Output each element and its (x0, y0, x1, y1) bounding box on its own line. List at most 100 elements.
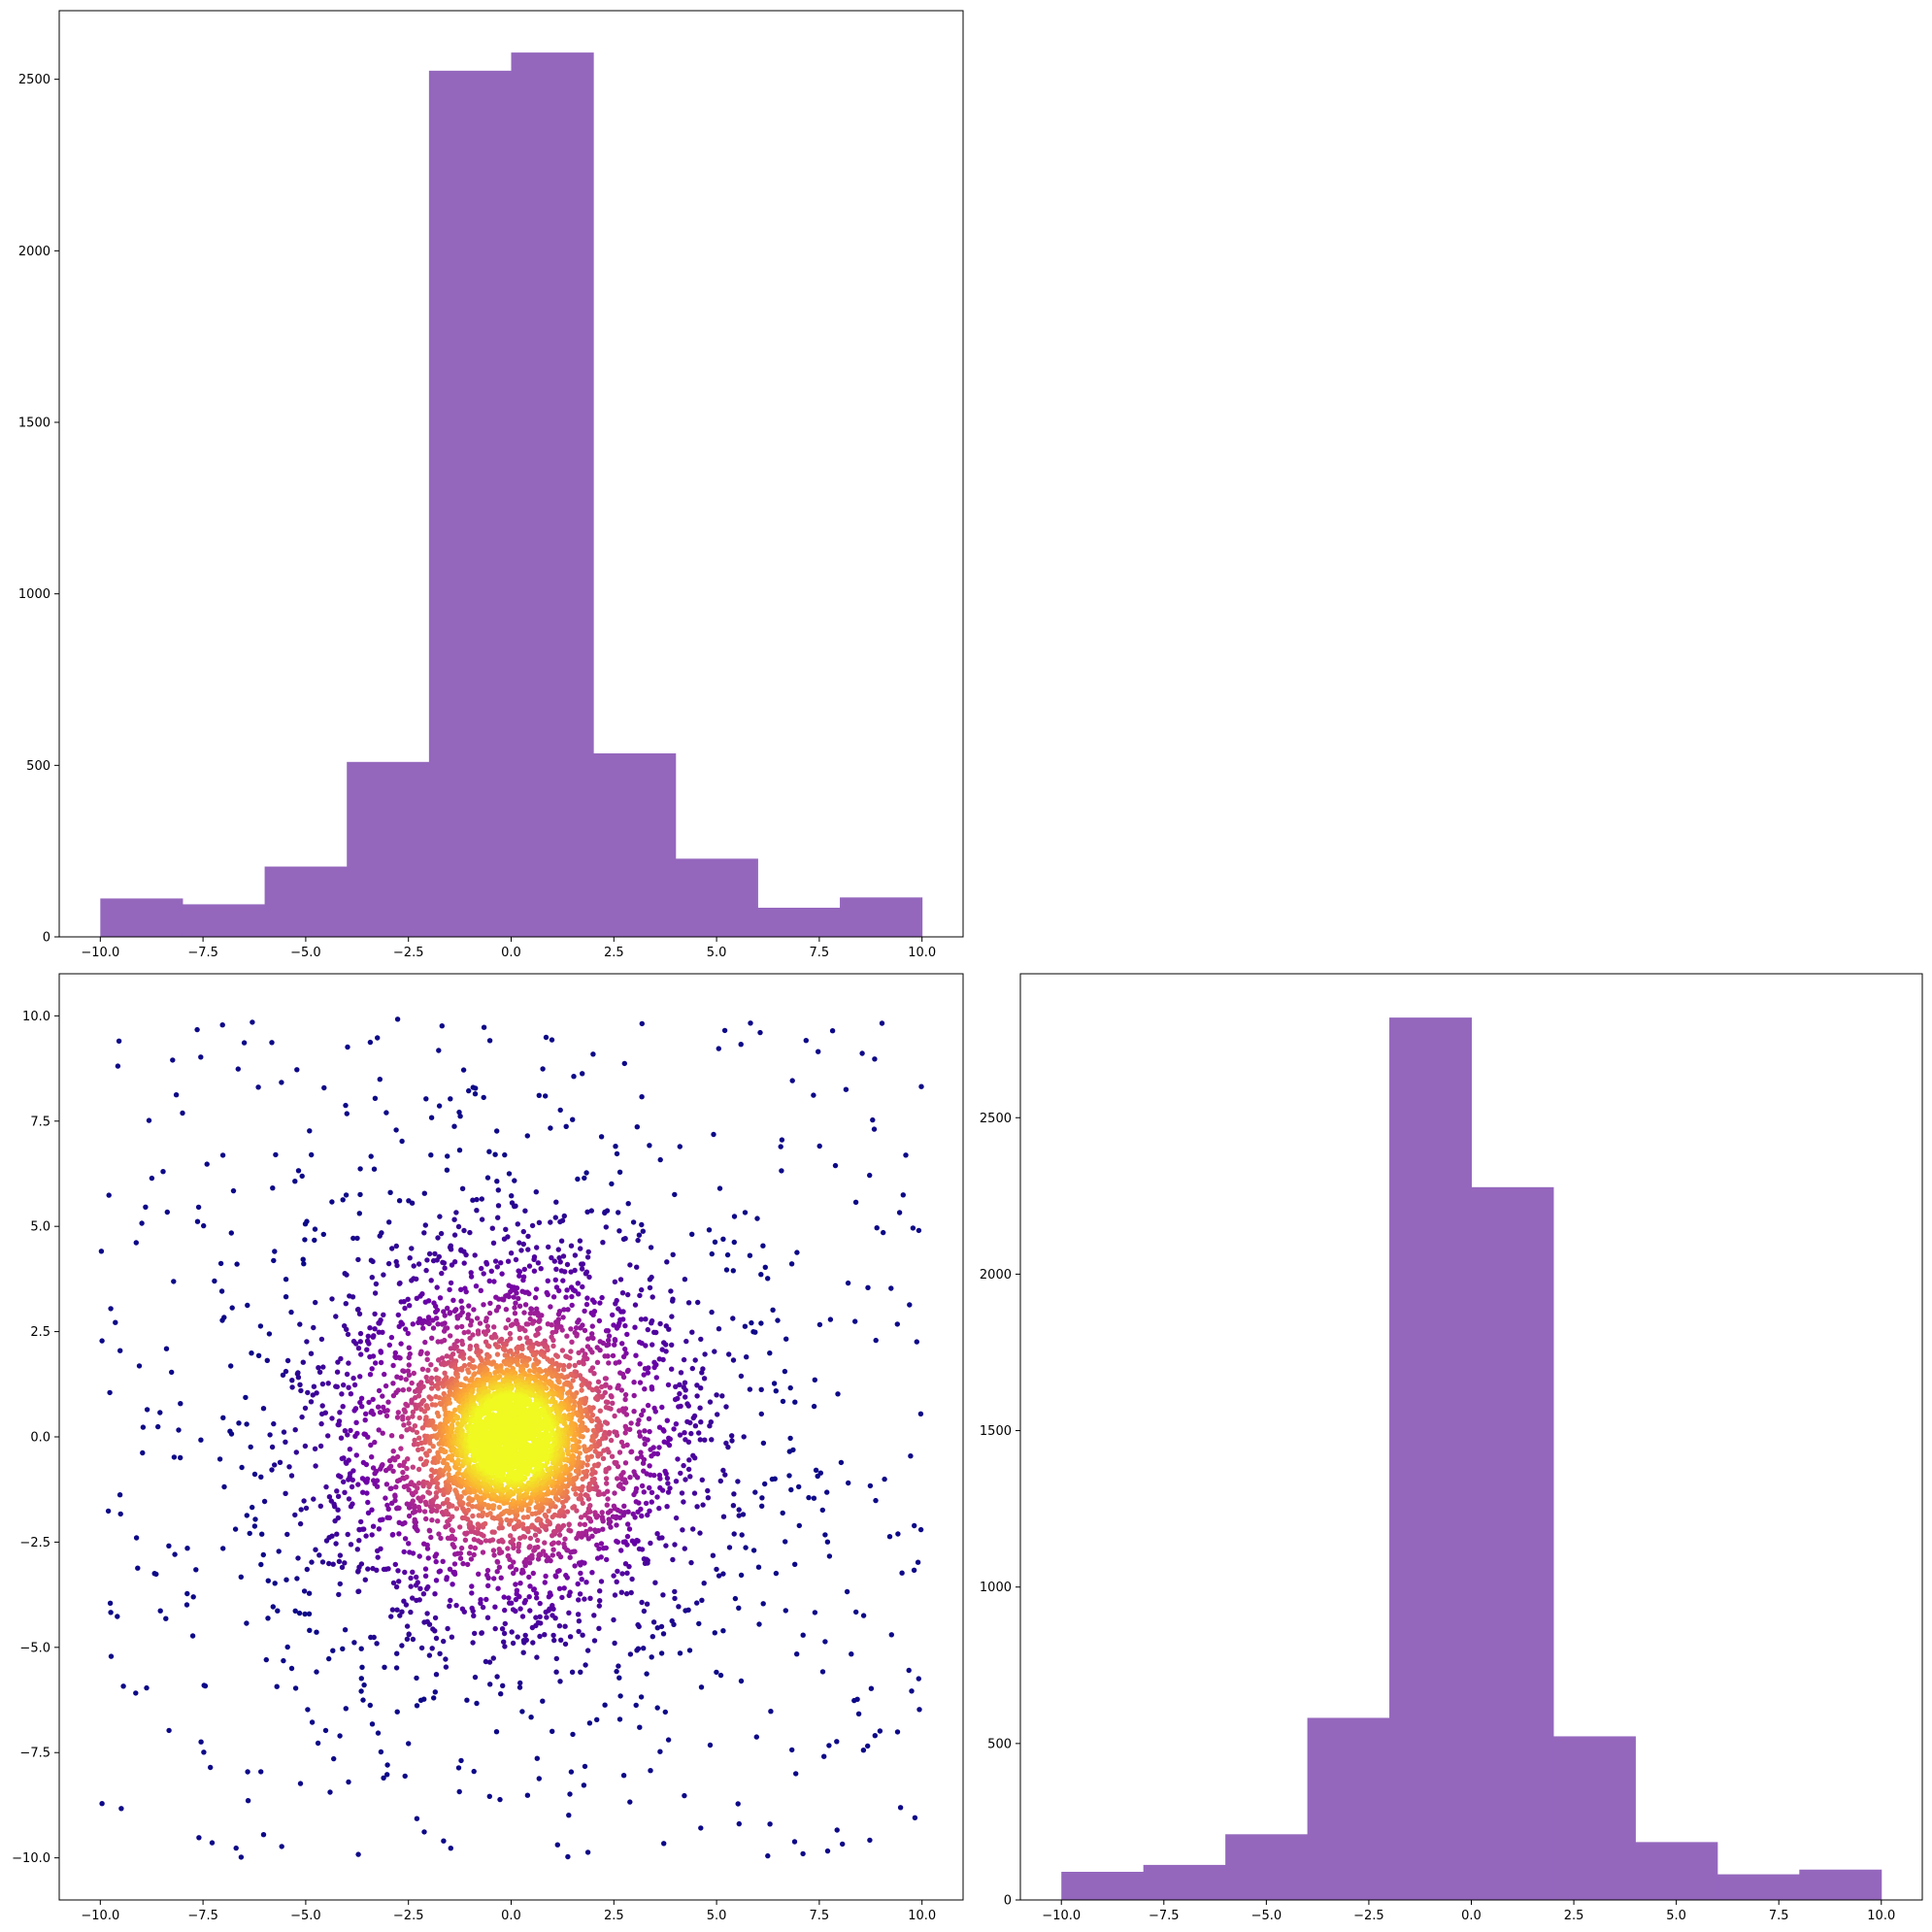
scatter-point (380, 1462, 385, 1468)
scatter-point (615, 1568, 620, 1575)
scatter-point (908, 1453, 914, 1459)
scatter-point (317, 1443, 324, 1449)
scatter-point (572, 1362, 578, 1369)
scatter-point (779, 1137, 785, 1143)
scatter-point (336, 1418, 343, 1424)
histogram-bar (840, 897, 923, 937)
scatter-point (641, 1372, 647, 1378)
scatter-point (678, 1470, 683, 1477)
scatter-point (284, 1531, 290, 1538)
scatter-point (546, 1244, 551, 1250)
scatter-point (418, 1380, 424, 1385)
scatter-point (872, 1733, 878, 1739)
scatter-point (517, 1680, 523, 1686)
scatter-point (394, 1453, 401, 1460)
scatter-point (556, 1585, 563, 1592)
scatter-point (639, 1221, 645, 1228)
scatter-point (578, 1515, 584, 1520)
scatter-point (590, 1427, 597, 1434)
scatter-point (747, 1386, 753, 1392)
scatter-point (918, 1083, 924, 1089)
scatter-point (338, 1474, 344, 1480)
scatter-point (428, 1375, 435, 1382)
scatter-point (594, 1555, 601, 1561)
scatter-point (322, 1727, 329, 1734)
scatter-point (819, 1669, 826, 1675)
scatter-point (106, 1192, 112, 1198)
scatter-point (346, 1496, 352, 1502)
scatter-point (552, 1215, 558, 1220)
scatter-point (531, 1586, 537, 1592)
scatter-point (471, 1551, 477, 1558)
scatter-point (420, 1397, 426, 1404)
scatter-point (605, 1337, 612, 1344)
scatter-point (577, 1404, 583, 1410)
scatter-point (409, 1400, 415, 1406)
scatter-point (457, 1555, 464, 1561)
scatter-point (594, 1345, 600, 1350)
scatter-point (365, 1510, 372, 1516)
scatter-point (414, 1703, 420, 1709)
scatter-point (381, 1312, 386, 1318)
scatter-point (426, 1448, 432, 1454)
scatter-point (412, 1503, 417, 1509)
scatter-point (425, 1583, 431, 1590)
scatter-point (594, 1716, 600, 1723)
scatter-point (406, 1631, 412, 1637)
scatter-point (383, 1482, 390, 1487)
scatter-point (609, 1453, 616, 1459)
scatter-point (292, 1512, 298, 1518)
scatter-point (276, 1549, 282, 1554)
scatter-point (617, 1693, 623, 1699)
scatter-point (394, 1607, 400, 1613)
scatter-point (542, 1540, 548, 1546)
scatter-point (466, 1369, 472, 1376)
scatter-point (171, 1279, 177, 1284)
scatter-point (386, 1219, 392, 1225)
scatter-point (476, 1369, 483, 1375)
scatter-point (292, 1608, 298, 1615)
scatter-point (635, 1621, 641, 1628)
scatter-point (510, 1498, 516, 1504)
x-tick-label: 10.0 (908, 946, 936, 960)
scatter-point (760, 1440, 767, 1447)
scatter-point (294, 1067, 300, 1073)
scatter-point (416, 1393, 422, 1399)
scatter-point (180, 1110, 185, 1116)
scatter-point (597, 1598, 603, 1604)
scatter-point (623, 1590, 630, 1597)
scatter-point (616, 1449, 623, 1455)
scatter-point (434, 1257, 440, 1263)
scatter-point (629, 1538, 636, 1544)
scatter-point (811, 1495, 817, 1501)
scatter-point (166, 1543, 172, 1549)
scatter-point (550, 1603, 555, 1609)
scatter-point (443, 1449, 449, 1454)
scatter-point (392, 1561, 398, 1568)
scatter-point (417, 1585, 423, 1592)
scatter-point (611, 1573, 616, 1579)
scatter-point (490, 1548, 497, 1553)
scatter-point (491, 1576, 497, 1582)
scatter-point (566, 1610, 572, 1616)
scatter-point (859, 1050, 865, 1056)
scatter-point (365, 1333, 371, 1340)
scatter-point (434, 1508, 440, 1514)
scatter-point (683, 1608, 688, 1614)
scatter-point (322, 1410, 328, 1416)
scatter-point (543, 1552, 549, 1558)
scatter-point (351, 1640, 357, 1646)
scatter-point (659, 1404, 665, 1411)
scatter-point (269, 1467, 275, 1473)
scatter-point (582, 1596, 587, 1602)
scatter-point (327, 1789, 333, 1795)
scatter-point (446, 1472, 451, 1478)
scatter-point (550, 1528, 557, 1535)
scatter-point (333, 1314, 339, 1319)
scatter-point (689, 1329, 695, 1335)
scatter-point (209, 1840, 216, 1846)
scatter-point (615, 1476, 620, 1482)
scatter-point (381, 1272, 386, 1278)
scatter-point (183, 1602, 190, 1608)
scatter-point (458, 1298, 464, 1304)
